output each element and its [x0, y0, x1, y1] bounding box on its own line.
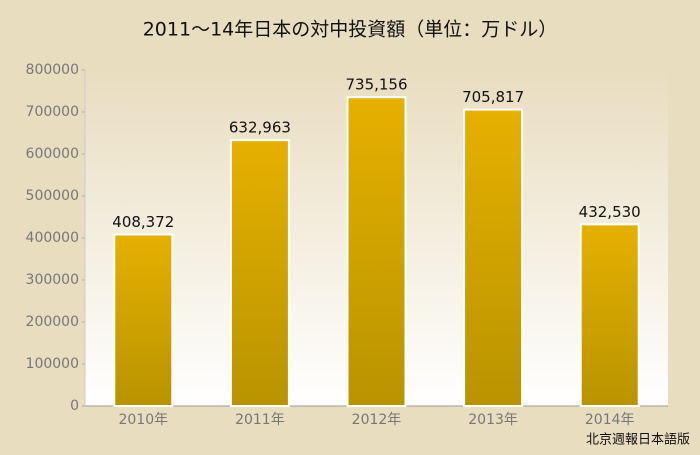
bar — [113, 233, 174, 407]
y-tick-label: 300000 — [26, 272, 79, 288]
y-tick-label: 400000 — [26, 230, 79, 246]
source: 北京週報日本語版 — [586, 432, 690, 448]
value-label: 408,372 — [112, 213, 174, 231]
y-tick-label: 0 — [70, 398, 79, 414]
x-tick-label: 2010年 — [118, 412, 168, 428]
bar — [346, 96, 407, 408]
value-label: 735,156 — [345, 76, 407, 94]
y-tick-label: 100000 — [26, 356, 79, 372]
value-label: 432,530 — [579, 203, 641, 221]
y-tick-label: 600000 — [26, 146, 79, 162]
y-tick-label: 200000 — [26, 314, 79, 330]
x-tick-label: 2012年 — [352, 412, 402, 428]
y-tick-label: 500000 — [26, 188, 79, 204]
x-tick-label: 2011年 — [235, 412, 285, 428]
bar — [463, 108, 524, 408]
x-tick-label: 2014年 — [585, 412, 635, 428]
y-tick-label: 800000 — [26, 62, 79, 78]
x-tick-label: 2013年 — [468, 412, 518, 428]
bar — [229, 139, 290, 407]
value-label: 705,817 — [462, 88, 524, 106]
y-tick-label: 700000 — [26, 104, 79, 120]
value-label: 632,963 — [229, 119, 291, 137]
bar — [579, 223, 640, 407]
chart-title: 2011～14年日本の対中投資額（単位：万ドル） — [143, 19, 558, 41]
